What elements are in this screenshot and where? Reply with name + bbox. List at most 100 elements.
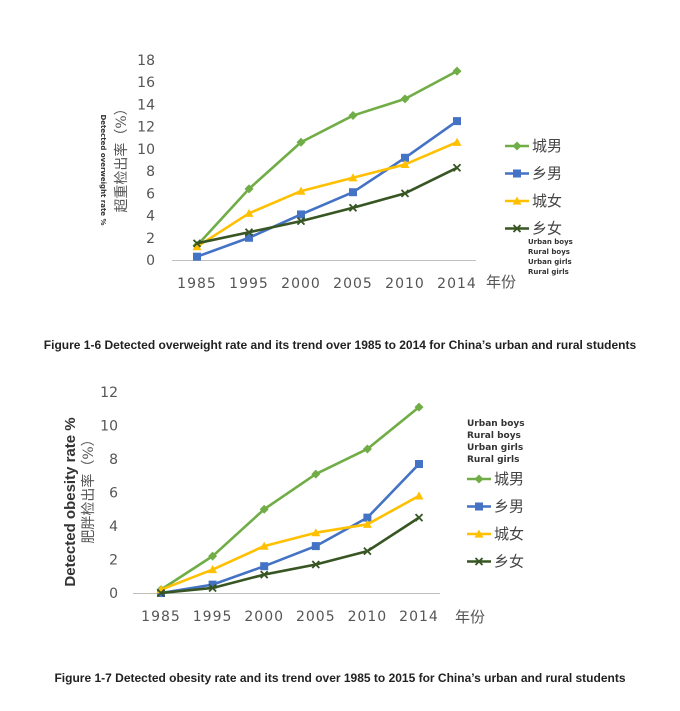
data-point-rural-girls	[400, 189, 410, 198]
data-point-urban-boys	[259, 504, 269, 514]
data-point-urban-girls	[348, 173, 358, 182]
y-tick-label: 16	[137, 75, 155, 91]
data-point-rural-girls	[414, 513, 424, 522]
legend-en-urban-girls: Urban girls	[467, 443, 523, 453]
x-tick-label: 2010	[348, 609, 388, 625]
y-tick-label: 12	[100, 385, 118, 401]
y-tick-label: 2	[109, 553, 118, 569]
legend-en-rural-boys: Rural boys	[528, 248, 570, 256]
y-tick-label: 4	[109, 519, 118, 535]
y-tick-label: 18	[137, 53, 155, 69]
data-point-rural-girls	[156, 588, 166, 598]
x-tick-label: 2014	[399, 609, 439, 625]
data-point-rural-boys	[363, 513, 372, 522]
data-point-urban-boys	[362, 444, 372, 454]
x-tick-label: 1995	[229, 276, 269, 292]
legend-marker-urban-boys	[474, 474, 484, 484]
legend-en-rural-boys: Rural boys	[467, 431, 521, 441]
data-point-rural-boys	[349, 188, 357, 197]
data-point-rural-girls	[363, 546, 372, 556]
y-axis-label-cn: 肥胖检出率（%）	[80, 432, 97, 543]
data-point-urban-boys	[296, 137, 306, 147]
data-point-rural-boys	[208, 580, 217, 589]
data-point-urban-girls	[244, 208, 254, 217]
series-line-urban-boys	[160, 406, 420, 591]
data-point-rural-girls	[348, 203, 358, 212]
series-line-rural-boys	[196, 120, 458, 258]
data-point-urban-boys	[311, 469, 321, 479]
x-tick-label: 2014	[437, 276, 477, 292]
data-point-urban-girls	[192, 242, 202, 251]
data-point-rural-girls	[311, 560, 320, 569]
y-tick-label: 12	[137, 120, 155, 136]
legend-marker-urban-boys	[512, 141, 522, 151]
legend-en-rural-girls: Rural girls	[528, 268, 569, 276]
y-tick-label: 0	[146, 253, 155, 269]
data-point-rural-boys	[453, 117, 461, 126]
x-tick-label: 2000	[244, 609, 284, 625]
x-axis-label: 年份	[455, 608, 485, 626]
data-point-urban-boys	[208, 551, 218, 561]
x-tick-label: 2005	[296, 609, 336, 625]
data-point-urban-girls	[414, 491, 424, 500]
chart-obesity: 0 2 4 6 8 10 12 1985 1995 2000 2005 2010 2014 年份 肥胖…	[62, 385, 525, 626]
data-point-rural-girls	[192, 239, 202, 248]
y-tick-label: 0	[109, 586, 118, 602]
legend-marker-rural-boys	[475, 502, 483, 511]
data-point-rural-girls	[452, 163, 462, 172]
y-axis-label-en: Detected overweight rate %	[99, 114, 107, 225]
legend-label-rural-boys: 乡男	[494, 498, 524, 516]
y-tick-label: 8	[109, 452, 118, 468]
series-line-rural-boys	[160, 463, 420, 595]
data-point-rural-girls	[244, 228, 254, 237]
y-tick-label: 4	[146, 209, 155, 225]
legend-label-rural-girls: 乡女	[494, 553, 524, 571]
data-point-urban-boys	[414, 402, 424, 412]
legend-en-urban-boys: Urban boys	[528, 238, 573, 246]
series-line-rural-girls	[196, 166, 458, 245]
legend-marker-rural-boys	[513, 169, 521, 178]
y-tick-label: 6	[146, 186, 155, 202]
legend-english: Urban boys Rural boys Urban girls Rural …	[528, 238, 573, 276]
data-point-urban-boys	[348, 111, 358, 121]
legend-marker-rural-girls	[474, 557, 484, 566]
data-point-rural-boys	[401, 153, 409, 162]
data-point-rural-boys	[193, 252, 201, 261]
x-tick-label: 2000	[281, 276, 321, 292]
data-point-urban-girls	[452, 137, 462, 146]
data-point-rural-boys	[415, 460, 423, 469]
y-tick-label: 10	[137, 142, 155, 158]
data-point-urban-boys	[400, 94, 410, 104]
legend-en-urban-girls: Urban girls	[528, 258, 572, 266]
x-tick-label: 1995	[193, 609, 233, 625]
legend-label-urban-boys: 城男	[532, 137, 562, 155]
legend-label-urban-boys: 城男	[494, 470, 524, 488]
data-point-rural-girls	[296, 216, 306, 226]
y-axis-ticks: 0 2 4 6 8 10 12 14 16 18	[137, 53, 155, 269]
series-line-urban-boys	[196, 69, 458, 247]
x-tick-label: 1985	[141, 609, 181, 625]
data-point-urban-girls	[259, 541, 269, 550]
x-tick-label: 2010	[385, 276, 425, 292]
legend-marker-urban-girls	[512, 196, 522, 205]
legend-marker-urban-girls	[474, 529, 484, 538]
y-tick-label: 14	[137, 97, 155, 113]
data-point-rural-girls	[208, 583, 217, 593]
series-line-urban-girls	[196, 141, 458, 248]
data-point-rural-boys	[245, 233, 253, 242]
series-line-rural-girls	[160, 516, 420, 595]
x-axis-label: 年份	[486, 273, 516, 291]
y-axis-label-en: Detected obesity rate %	[62, 417, 79, 586]
legend-en-urban-boys: Urban boys	[467, 419, 525, 429]
y-tick-label: 10	[100, 419, 118, 435]
y-axis-ticks: 0 2 4 6 8 10 12	[100, 385, 118, 602]
figure-caption-2: Figure 1-7 Detected obesity rate and its…	[54, 671, 626, 685]
x-axis-ticks: 1985 1995 2000 2005 2010 2014	[141, 609, 439, 625]
series-group	[192, 66, 462, 261]
data-point-rural-girls	[260, 570, 269, 579]
x-axis-ticks: 1985 1995 2000 2005 2010 2014	[177, 276, 477, 292]
data-point-urban-girls	[296, 186, 306, 195]
